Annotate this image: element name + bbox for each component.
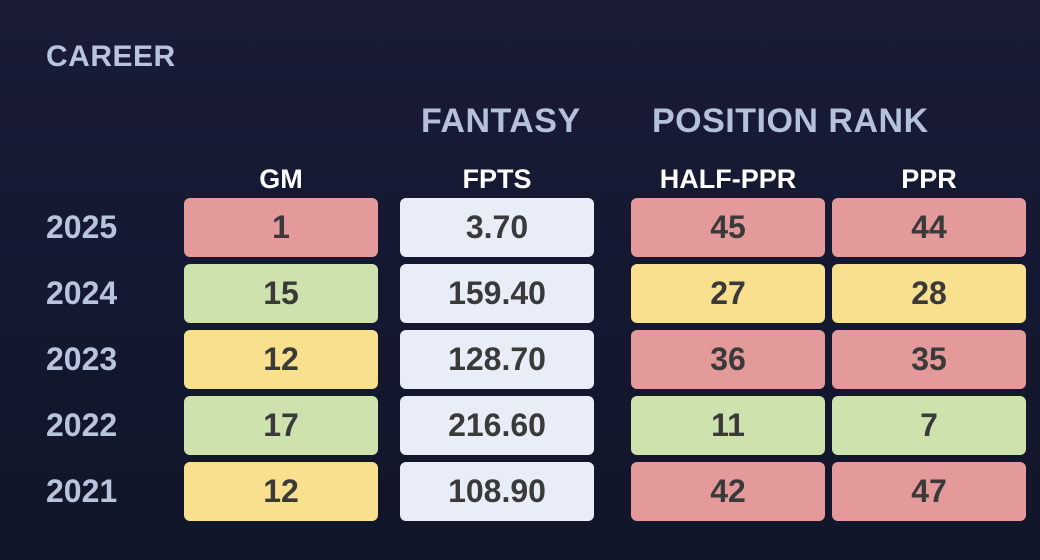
year-label: 2022 (46, 407, 118, 443)
half-ppr-cell: 42 (631, 462, 825, 521)
column-header-half-ppr: HALF-PPR (659, 164, 797, 194)
year-label: 2025 (46, 209, 118, 245)
fpts-cell: 108.90 (400, 462, 594, 521)
half-ppr-cell: 36 (631, 330, 825, 389)
fpts-cell: 216.60 (400, 396, 594, 455)
gm-cell: 15 (184, 264, 378, 323)
half-ppr-cell: 11 (631, 396, 825, 455)
ppr-cell: 44 (832, 198, 1026, 257)
fpts-cell: 3.70 (400, 198, 594, 257)
year-label: 2023 (46, 341, 118, 377)
column-header-fpts: FPTS (462, 164, 532, 194)
half-ppr-cell: 45 (631, 198, 825, 257)
gm-cell: 1 (184, 198, 378, 257)
ppr-cell: 28 (832, 264, 1026, 323)
ppr-cell: 47 (832, 462, 1026, 521)
gm-cell: 17 (184, 396, 378, 455)
position-rank-group-header: POSITION RANK (652, 102, 929, 140)
fantasy-group-header: FANTASY (421, 102, 581, 140)
half-ppr-cell: 27 (631, 264, 825, 323)
section-title: CAREER (46, 40, 176, 73)
fpts-cell: 128.70 (400, 330, 594, 389)
gm-cell: 12 (184, 330, 378, 389)
column-header-gm: GM (259, 164, 303, 194)
year-label: 2021 (46, 473, 118, 509)
ppr-cell: 7 (832, 396, 1026, 455)
gm-cell: 12 (184, 462, 378, 521)
column-header-ppr: PPR (901, 164, 957, 194)
fpts-cell: 159.40 (400, 264, 594, 323)
year-label: 2024 (46, 275, 118, 311)
ppr-cell: 35 (832, 330, 1026, 389)
